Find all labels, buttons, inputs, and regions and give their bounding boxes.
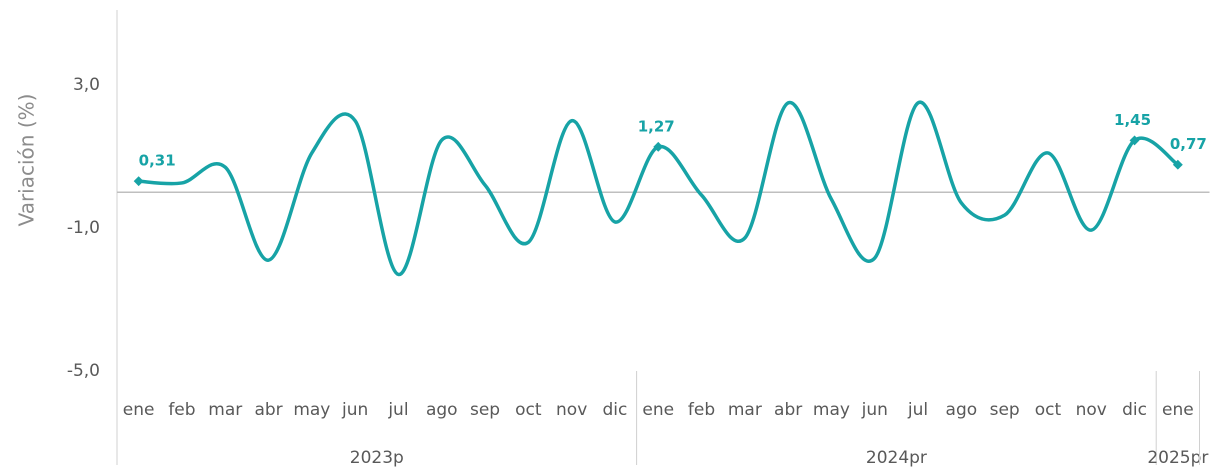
x-tick-label: jul — [907, 400, 928, 420]
group-label: 2025pr — [1147, 448, 1208, 468]
data-label: 1,45 — [1114, 111, 1151, 129]
point-marker — [653, 141, 664, 152]
x-tick-label: jul — [387, 400, 408, 420]
x-tick-label: nov — [556, 400, 587, 420]
x-tick-label: oct — [515, 400, 542, 420]
x-tick-label: ene — [642, 400, 674, 420]
data-label: 0,77 — [1170, 135, 1207, 153]
data-label: 0,31 — [139, 152, 176, 170]
x-tick-label: oct — [1035, 400, 1062, 420]
x-tick-label: nov — [1076, 400, 1107, 420]
data-label: 1,27 — [638, 117, 675, 135]
x-tick-label: dic — [603, 400, 628, 420]
x-tick-label: ago — [946, 400, 978, 420]
x-tick-label: sep — [990, 400, 1020, 420]
group-label: 2023p — [350, 448, 404, 468]
x-tick-label: ago — [426, 400, 458, 420]
x-tick-label: abr — [254, 400, 282, 420]
x-tick-label: mar — [208, 400, 242, 420]
point-marker — [1172, 159, 1183, 170]
point-marker — [133, 176, 144, 187]
y-tick-label: -1,0 — [67, 218, 100, 238]
x-tick-label: jun — [341, 400, 368, 420]
y-axis-title: Variación (%) — [15, 94, 39, 227]
x-tick-label: jun — [861, 400, 888, 420]
x-tick-label: ene — [123, 400, 155, 420]
y-tick-label: 3,0 — [73, 75, 100, 95]
x-tick-label: may — [813, 400, 850, 420]
point-marker — [1129, 135, 1140, 146]
group-label: 2024pr — [866, 448, 927, 468]
x-tick-label: mar — [728, 400, 762, 420]
x-tick-label: ene — [1162, 400, 1194, 420]
x-tick-label: sep — [470, 400, 500, 420]
x-tick-label: feb — [168, 400, 195, 420]
x-tick-label: abr — [774, 400, 802, 420]
y-tick-label: -5,0 — [67, 361, 100, 381]
x-tick-label: may — [293, 400, 330, 420]
x-tick-label: feb — [688, 400, 715, 420]
x-tick-label: dic — [1122, 400, 1147, 420]
